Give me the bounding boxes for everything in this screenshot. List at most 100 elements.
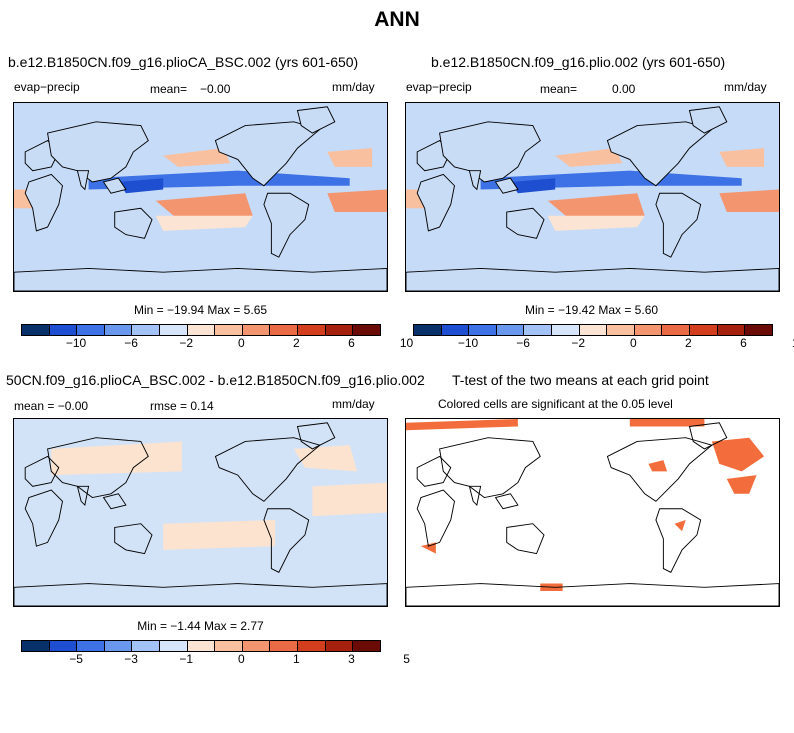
significant-cells [711, 437, 765, 472]
colorbar-swatch [104, 641, 133, 651]
colorbar-bottom-left [21, 640, 381, 652]
colorbar-swatch [49, 325, 78, 335]
colorbar-swatch [552, 325, 580, 335]
colorbar-tick-label: −1 [179, 652, 194, 666]
evaporation-band [155, 215, 253, 231]
colorbar-swatch [187, 641, 216, 651]
colorbar-swatch [496, 325, 525, 335]
colorbar-swatch [745, 325, 772, 335]
india-landmass [76, 170, 90, 191]
evaporation-band [719, 189, 779, 213]
colorbar-tick-label: 6 [348, 336, 355, 350]
rmse-label-bottom-left: rmse = 0.14 [150, 399, 214, 413]
warm-pool-precip [118, 178, 164, 194]
colorbar-tick-label: 0 [237, 336, 245, 350]
colorbar-swatch [132, 641, 161, 651]
antarctica-landmass [406, 267, 779, 291]
colorbar-swatch [469, 325, 497, 335]
min-max-bottom-left: Min = −1.44 Max = 2.77 [137, 619, 264, 633]
colorbar-tick-label: 10 [399, 336, 414, 350]
mean-value-top-right: 0.00 [612, 82, 636, 96]
colorbar-tick-label: −2 [179, 336, 194, 350]
colorbar-swatch [242, 325, 271, 335]
south-america-landmass [655, 508, 702, 573]
colorbar-swatch [607, 325, 635, 335]
colorbar-tick-label: 0 [237, 652, 245, 666]
north-america-landmass [214, 437, 321, 502]
mean-label-bottom-left: mean = −0.00 [14, 399, 89, 413]
colorbar-swatch [353, 641, 380, 651]
evaporation-band [719, 148, 765, 167]
min-max-top-right: Min = −19.42 Max = 5.60 [524, 303, 659, 317]
colorbar-swatch [690, 325, 718, 335]
europe-landmass [416, 455, 452, 487]
greenland-landmass [688, 422, 728, 450]
colorbar-swatch [579, 325, 608, 335]
colorbar-top-left [21, 324, 381, 336]
positive-difference-area [293, 445, 358, 472]
australia-landmass [506, 523, 545, 555]
colorbar-swatch [187, 325, 216, 335]
africa-landmass [24, 489, 63, 547]
positive-difference-area [51, 441, 182, 476]
south-america-landmass [655, 192, 702, 258]
colorbar-swatch [77, 641, 105, 651]
colorbar-swatch [104, 325, 133, 335]
map-top-right [405, 102, 780, 292]
units-label-top-right: mm/day [724, 80, 767, 94]
evaporation-band [327, 189, 387, 213]
min-max-top-left: Min = −19.94 Max = 5.65 [133, 303, 268, 317]
evaporation-band [155, 193, 253, 220]
north-america-landmass [214, 121, 321, 187]
colorbar-swatch [132, 325, 161, 335]
colorbar-tick-label: −10 [457, 336, 479, 350]
figure-title: ANN [374, 8, 420, 31]
colorbar-swatch [22, 325, 50, 335]
colorbar-tick-label: 6 [740, 336, 747, 350]
map-top-left [13, 102, 388, 292]
seasia-landmass [102, 493, 127, 510]
colorbar-swatch [160, 325, 188, 335]
antarctica-landmass [14, 267, 387, 291]
colorbar-top-right [413, 324, 773, 336]
map-bottom-left [13, 418, 388, 607]
significant-cells [674, 519, 686, 532]
colorbar-swatch [662, 325, 691, 335]
colorbar-tick-label: 2 [685, 336, 692, 350]
colorbar-swatch [298, 641, 326, 651]
colorbar-swatch [298, 325, 326, 335]
africa-landmass [24, 173, 63, 232]
south-america-landmass [263, 192, 310, 258]
colorbar-tick-label: −10 [65, 336, 87, 350]
australia-landmass [114, 523, 153, 555]
colorbar-tick-label: 3 [348, 652, 355, 666]
panel-title-top-right: b.e12.B1850CN.f09_g16.plio.002 (yrs 601-… [431, 54, 726, 70]
panel-title-bottom-left: 50CN.f09_g16.plioCA_BSC.002 - b.e12.B185… [6, 372, 425, 388]
greenland-landmass [688, 106, 728, 134]
africa-landmass [416, 173, 455, 232]
mean-label-top-left: mean= [150, 82, 188, 96]
north-america-landmass [606, 121, 713, 187]
seasia-landmass [494, 177, 519, 194]
units-label-top-left: mm/day [332, 80, 375, 94]
colorbar-swatch [325, 641, 354, 651]
colorbar-swatch [414, 325, 442, 335]
positive-difference-area [312, 482, 387, 517]
india-landmass [76, 485, 90, 506]
panel-title-top-left: b.e12.B1850CN.f09_g16.plioCA_BSC.002 (yr… [8, 54, 359, 70]
colorbar-tick-label: 10 [784, 336, 794, 350]
colorbar-swatch [270, 641, 299, 651]
colorbar-swatch [634, 325, 663, 335]
significant-cells [648, 460, 668, 472]
south-america-landmass [263, 508, 310, 573]
africa-landmass [416, 489, 455, 547]
australia-landmass [114, 207, 153, 239]
australia-landmass [506, 207, 545, 239]
north-america-landmass [606, 437, 713, 502]
colorbar-tick-label: −3 [124, 652, 138, 666]
colorbar-swatch [325, 325, 354, 335]
variable-label-top-right: evap−precip [406, 80, 472, 94]
mean-label-top-right: mean= [540, 82, 578, 96]
evaporation-band [555, 148, 623, 167]
positive-difference-area [163, 519, 276, 550]
